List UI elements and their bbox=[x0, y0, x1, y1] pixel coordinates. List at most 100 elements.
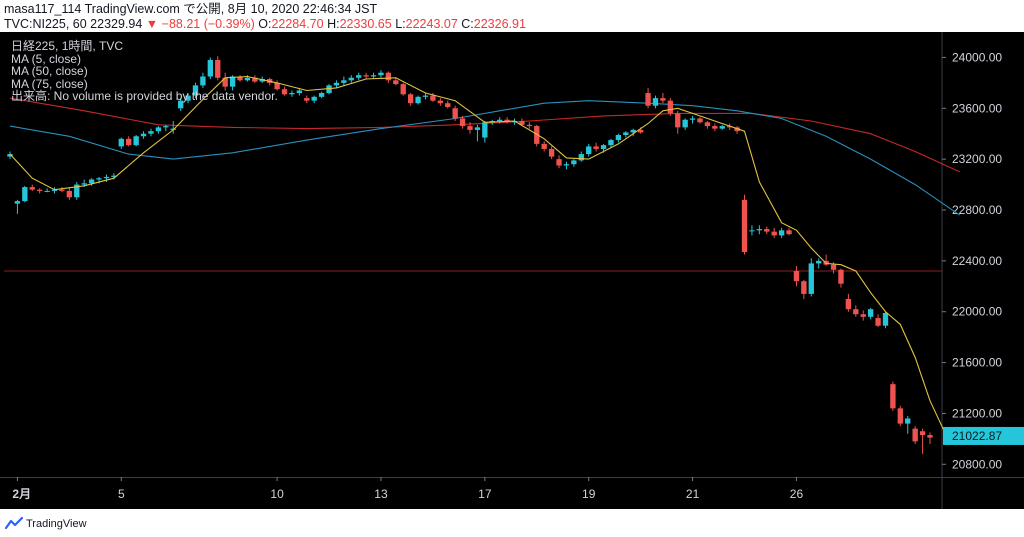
candle-body bbox=[704, 122, 711, 127]
y-tick-label: 21200.00 bbox=[952, 406, 1002, 420]
high-value: 22330.65 bbox=[339, 17, 392, 31]
candle-body bbox=[586, 146, 592, 155]
candle-body bbox=[697, 118, 703, 123]
candle-body bbox=[14, 201, 21, 204]
candle-body bbox=[563, 164, 570, 166]
candle-body bbox=[378, 72, 384, 76]
tradingview-brand[interactable]: TradingView bbox=[26, 518, 87, 530]
candle-body bbox=[430, 95, 436, 101]
candle-body bbox=[244, 77, 251, 81]
candle-body bbox=[786, 230, 792, 235]
candle-body bbox=[853, 309, 859, 315]
candle-body bbox=[838, 269, 844, 284]
y-tick-label: 22400.00 bbox=[952, 254, 1002, 268]
candle-body bbox=[318, 93, 325, 97]
y-tick-label: 22800.00 bbox=[952, 203, 1002, 217]
candle-body bbox=[326, 85, 332, 94]
legend-title: 日経225, 1時間, TVC bbox=[11, 39, 124, 53]
candle-body bbox=[615, 134, 622, 141]
candle-body bbox=[845, 299, 852, 310]
candle-body bbox=[422, 95, 429, 97]
candle-body bbox=[140, 133, 147, 137]
candle-body bbox=[407, 94, 414, 104]
candle-body bbox=[126, 138, 132, 146]
y-tick-label: 21600.00 bbox=[952, 356, 1002, 370]
close-label: C: bbox=[461, 17, 474, 31]
candle-body bbox=[771, 231, 777, 236]
candle-body bbox=[163, 126, 169, 128]
candle-body bbox=[177, 100, 184, 109]
candle-body bbox=[482, 122, 488, 138]
candle-body bbox=[81, 183, 87, 185]
candle-body bbox=[133, 136, 139, 146]
y-tick-label: 22000.00 bbox=[952, 305, 1002, 319]
y-tick-label: 24000.00 bbox=[952, 50, 1002, 64]
candle-body bbox=[200, 76, 206, 86]
candle-body bbox=[593, 146, 599, 149]
candle-body bbox=[192, 85, 199, 96]
candle-body bbox=[215, 59, 221, 78]
low-value: 22243.07 bbox=[405, 17, 458, 31]
legend-ma50[interactable]: MA (50, close) bbox=[11, 64, 88, 79]
candle-body bbox=[44, 190, 50, 192]
candle-body bbox=[474, 127, 481, 130]
candle-body bbox=[630, 129, 636, 133]
close-value: 22326.91 bbox=[473, 17, 526, 31]
publish-line: masa117_114 TradingView.com で公開, 8月 10, … bbox=[4, 2, 378, 16]
candle-body bbox=[548, 148, 555, 157]
candle-body bbox=[385, 72, 392, 81]
chart-pane[interactable]: 24000.00 23600.00 23200.00 22800.00 22400.00… bbox=[0, 32, 1024, 509]
candle-body bbox=[600, 145, 607, 149]
candle-body bbox=[830, 264, 837, 270]
ma5-line bbox=[9, 75, 960, 440]
candle-body bbox=[660, 98, 666, 101]
candle-body bbox=[252, 77, 258, 82]
candle-body bbox=[645, 93, 651, 106]
candle-body bbox=[652, 98, 659, 106]
candle-body bbox=[875, 318, 881, 326]
candle-body bbox=[437, 100, 443, 104]
candle-body bbox=[801, 281, 807, 294]
candle-body bbox=[88, 179, 95, 184]
candle-body bbox=[519, 121, 525, 125]
candle-body bbox=[333, 82, 340, 86]
candle-body bbox=[118, 138, 124, 147]
candle-body bbox=[445, 103, 451, 108]
indicator-legend: 日経225, 1時間, TVC MA (5, close) MA (50, cl… bbox=[11, 40, 278, 103]
x-tick-label: 17 bbox=[478, 487, 492, 501]
candle-body bbox=[51, 189, 58, 191]
candle-body bbox=[571, 160, 577, 165]
legend-ma75[interactable]: MA (75, close) bbox=[11, 76, 88, 91]
candle-body bbox=[229, 76, 236, 87]
candle-body bbox=[348, 77, 354, 81]
low-label: L: bbox=[395, 17, 406, 31]
candle-body bbox=[237, 76, 243, 81]
candle-body bbox=[363, 75, 369, 77]
candle-body bbox=[400, 84, 406, 95]
last-price: 22329.94 bbox=[90, 17, 143, 31]
candle-body bbox=[74, 184, 80, 198]
candle-body bbox=[556, 159, 562, 166]
candle-body bbox=[689, 118, 696, 120]
legend-volume-note: 出来高: No volume is provided by the data v… bbox=[11, 89, 278, 104]
legend-ma5[interactable]: MA (5, close) bbox=[11, 51, 82, 66]
candle-body bbox=[29, 187, 35, 190]
high-label: H: bbox=[327, 17, 340, 31]
y-tick-label: 23200.00 bbox=[952, 152, 1002, 166]
x-tick-label: 21 bbox=[686, 487, 700, 501]
candle-body bbox=[467, 126, 473, 130]
x-tick-label: 10 bbox=[270, 487, 284, 501]
candle-body bbox=[890, 384, 896, 409]
tradingview-logo-icon[interactable] bbox=[5, 516, 23, 530]
candle-body bbox=[289, 93, 295, 95]
price-chart[interactable]: 24000.00 23600.00 23200.00 22800.00 22400.00… bbox=[0, 32, 1024, 509]
candle-body bbox=[185, 95, 191, 101]
candle-body bbox=[682, 119, 688, 128]
candle-body bbox=[764, 229, 770, 232]
candle-body bbox=[148, 131, 154, 134]
candle-body bbox=[719, 126, 725, 129]
candle-body bbox=[37, 189, 43, 191]
chart-header: masa117_114 TradingView.com で公開, 8月 10, … bbox=[0, 0, 1024, 32]
candle-body bbox=[341, 80, 347, 83]
candle-body bbox=[541, 143, 547, 149]
